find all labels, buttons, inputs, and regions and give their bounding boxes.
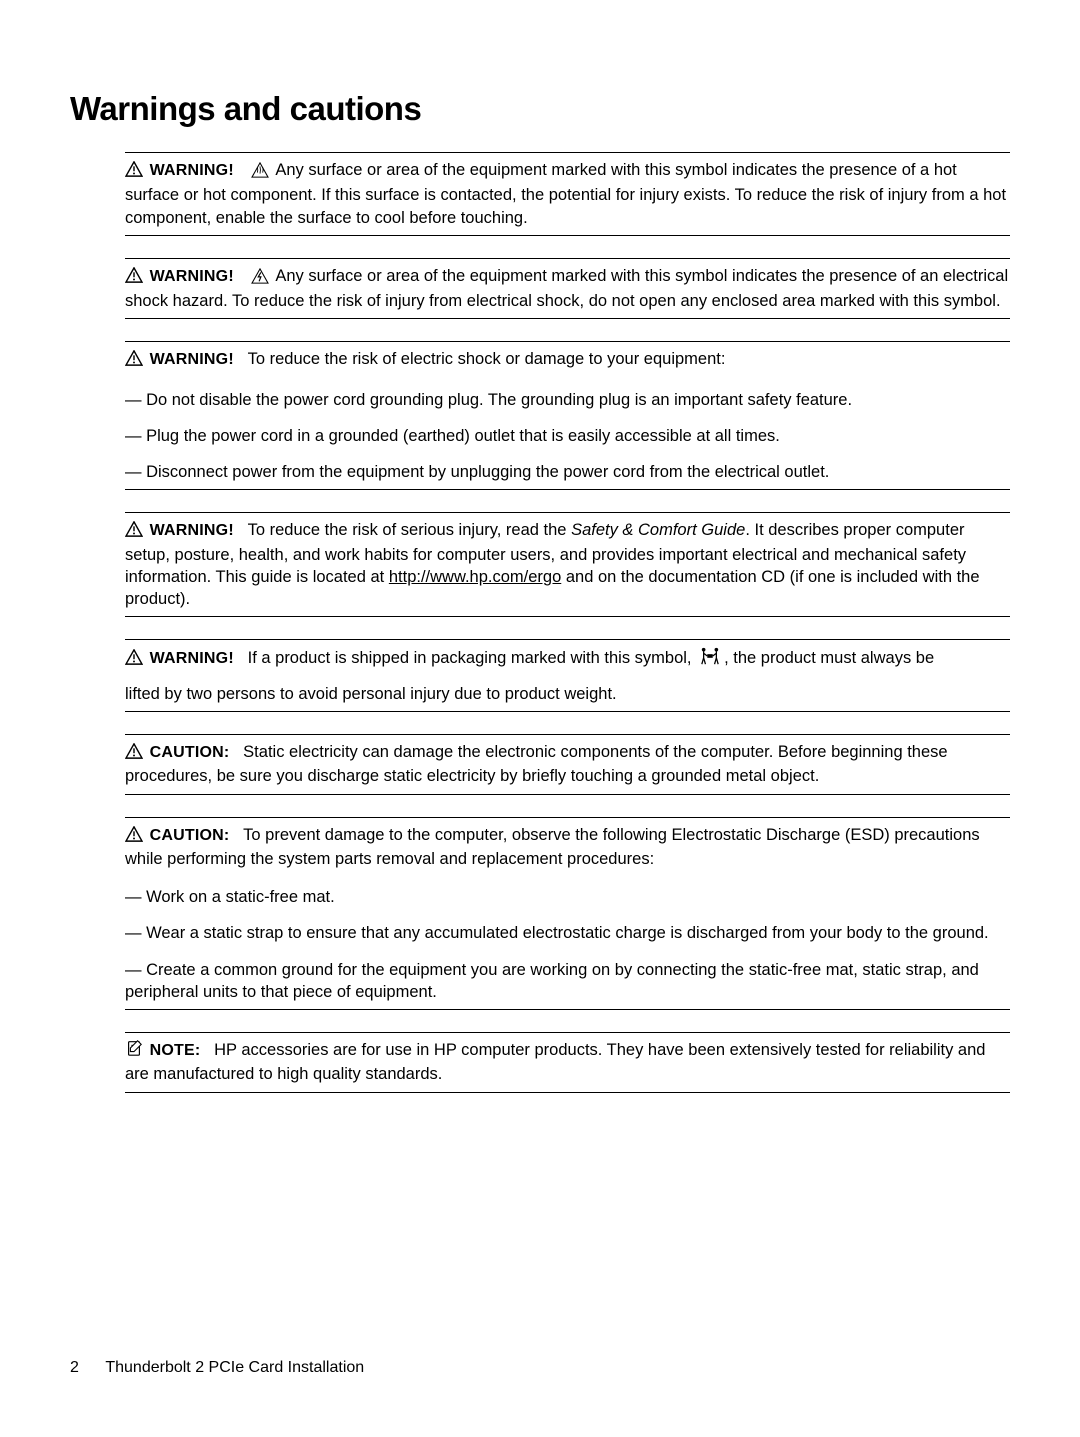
admonition-subitem: — Wear a static strap to ensure that any… [125, 922, 1010, 944]
admonition-body: To reduce the risk of electric shock or … [248, 350, 726, 368]
hot-icon [251, 162, 269, 184]
admonition-block: WARNING! Any surface or area of the equi… [125, 258, 1010, 320]
admonition-label: CAUTION: [150, 744, 230, 761]
admonition-body: Static electricity can damage the electr… [125, 743, 948, 785]
ergo-link[interactable]: http://www.hp.com/ergo [389, 568, 561, 586]
admonition-label: WARNING! [150, 162, 234, 179]
warning-icon [125, 826, 143, 848]
warning-icon [125, 743, 143, 765]
admonition-block: NOTE: HP accessories are for use in HP c… [125, 1032, 1010, 1093]
warning-icon [125, 350, 143, 372]
warning-icon [125, 521, 143, 543]
warning-icon [125, 649, 143, 671]
admonition-block: WARNING! If a product is shipped in pack… [125, 639, 1010, 712]
warning-icon [125, 161, 143, 183]
admonition-block: WARNING! To reduce the risk of serious i… [125, 512, 1010, 617]
admonition-subitem: — Do not disable the power cord groundin… [125, 389, 1010, 411]
admonition-body: If a product is shipped in packaging mar… [248, 649, 935, 667]
admonition-block: WARNING! Any surface or area of the equi… [125, 152, 1010, 236]
admonition-label: NOTE: [150, 1042, 201, 1059]
admonition-block: WARNING! To reduce the risk of electric … [125, 341, 1010, 490]
admonition-body-line2: lifted by two persons to avoid personal … [125, 683, 1010, 705]
page-title: Warnings and cautions [70, 90, 1010, 128]
page-footer: 2 Thunderbolt 2 PCIe Card Installation [70, 1359, 364, 1377]
admonition-body: To prevent damage to the computer, obser… [125, 826, 980, 868]
admonition-block: CAUTION: To prevent damage to the comput… [125, 817, 1010, 1011]
admonition-sublist: — Do not disable the power cord groundin… [125, 389, 1010, 484]
admonition-body: To reduce the risk of serious injury, re… [125, 521, 980, 608]
warning-icon [125, 267, 143, 289]
page-number: 2 [70, 1359, 79, 1377]
admonition-label: WARNING! [150, 522, 234, 539]
shock-icon [251, 268, 269, 290]
admonition-label: WARNING! [150, 351, 234, 368]
admonition-subitem: — Work on a static-free mat. [125, 886, 1010, 908]
admonition-label: WARNING! [150, 650, 234, 667]
admonition-subitem: — Disconnect power from the equipment by… [125, 461, 1010, 483]
admonition-subitem: — Plug the power cord in a grounded (ear… [125, 425, 1010, 447]
admonition-block: CAUTION: Static electricity can damage t… [125, 734, 1010, 795]
document-page: Warnings and cautions WARNING! Any surfa… [0, 0, 1080, 1437]
note-icon [125, 1039, 143, 1063]
admonition-subitem: — Create a common ground for the equipme… [125, 959, 1010, 1004]
admonitions-container: WARNING! Any surface or area of the equi… [125, 152, 1010, 1093]
twoperson-icon [699, 646, 721, 672]
admonition-body: HP accessories are for use in HP compute… [125, 1041, 985, 1083]
admonition-label: WARNING! [150, 268, 234, 285]
admonition-sublist: — Work on a static-free mat. — Wear a sta… [125, 886, 1010, 1003]
footer-title: Thunderbolt 2 PCIe Card Installation [105, 1359, 364, 1377]
admonition-label: CAUTION: [150, 827, 230, 844]
